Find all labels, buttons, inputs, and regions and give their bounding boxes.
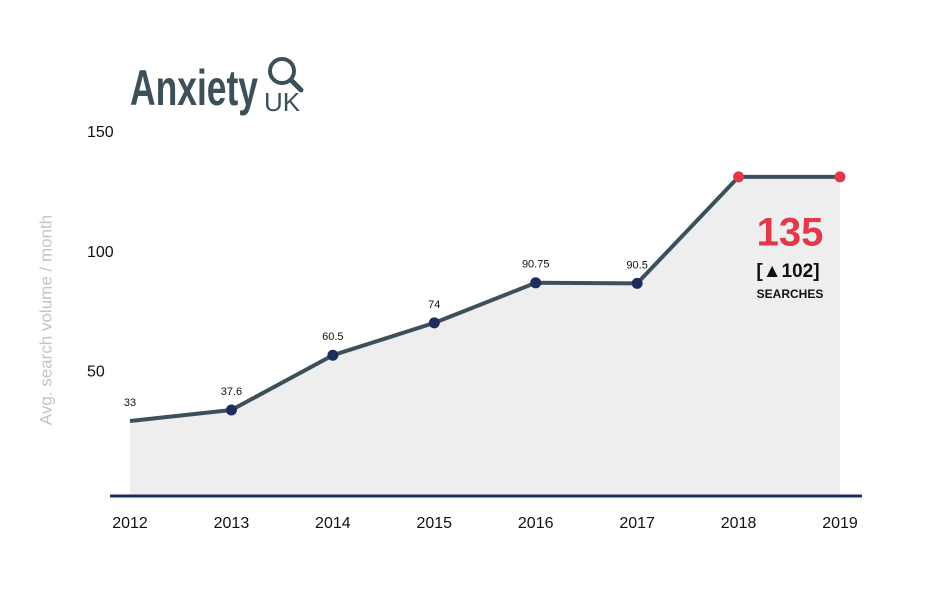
marker bbox=[631, 277, 643, 289]
logo-icon bbox=[268, 57, 296, 85]
x-tick-label: 2013 bbox=[214, 515, 250, 532]
x-tick-label: 2015 bbox=[416, 515, 452, 532]
x-tick-label: 2016 bbox=[518, 515, 554, 532]
value-label: 90.5 bbox=[626, 259, 647, 271]
x-tick-label: 2018 bbox=[721, 515, 757, 532]
annotation-change: [▲102] bbox=[756, 261, 819, 282]
annotation-value: 135 bbox=[757, 211, 824, 255]
value-label: 90.75 bbox=[522, 259, 550, 271]
logo-icon-handle bbox=[288, 77, 304, 93]
line bbox=[129, 174, 840, 424]
value-label: 33 bbox=[124, 397, 136, 409]
x-tick-label: 2014 bbox=[315, 515, 351, 532]
y-tick-label: 100 bbox=[87, 244, 114, 261]
y-tick-label: 50 bbox=[87, 364, 105, 381]
marker bbox=[327, 349, 339, 361]
annotation-unit: SEARCHES bbox=[757, 287, 824, 301]
value-label: 60.5 bbox=[322, 331, 343, 343]
x-tick-label: 2017 bbox=[619, 515, 655, 532]
y-axis-label: Avg. search volume / month bbox=[36, 215, 55, 425]
logo-subtitle: UK bbox=[264, 87, 301, 117]
y-tick-label: 150 bbox=[87, 124, 114, 141]
value-label: 74 bbox=[428, 299, 440, 311]
marker bbox=[428, 317, 440, 329]
marker bbox=[733, 171, 745, 183]
marker bbox=[225, 404, 237, 416]
marker bbox=[834, 171, 846, 183]
x-tick-label: 2012 bbox=[112, 515, 148, 532]
area bbox=[130, 176, 840, 497]
value-label: 37.6 bbox=[221, 386, 242, 398]
x-tick-label: 2019 bbox=[822, 515, 858, 532]
marker bbox=[530, 277, 542, 289]
logo: Anxiety UK bbox=[130, 57, 304, 117]
logo-title: Anxiety bbox=[130, 60, 258, 116]
